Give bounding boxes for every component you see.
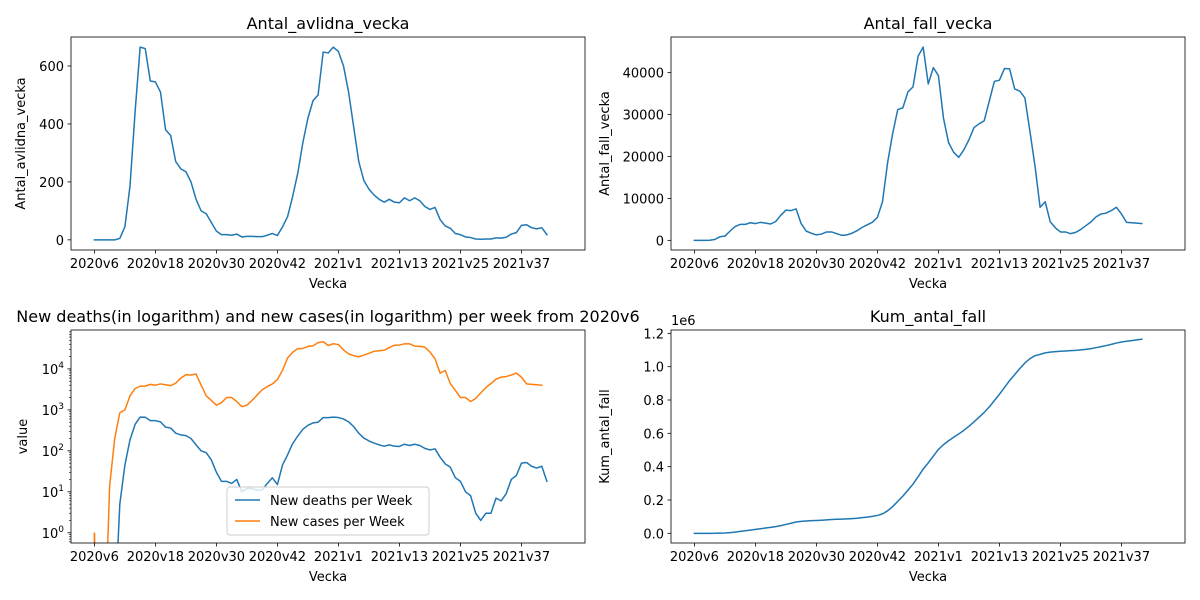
y-tick-label: 102 [42, 443, 64, 460]
y-offset-label: 1e6 [671, 314, 696, 329]
chart-new-deaths-and-cases-log: 2020v6 2020v18 2020v30 2020v42 2021v1 2021v13… [16, 307, 640, 585]
x-tick-label: 2020v30 [788, 550, 845, 565]
x-tick-label: 2021v37 [493, 257, 550, 272]
x-tick-label: 2021v25 [432, 257, 489, 272]
x-tick-label: 2020v42 [249, 257, 306, 272]
chart-title: Antal_avlidna_vecka [247, 14, 410, 34]
x-axis-label: Vecka [909, 277, 947, 292]
y-tick-label: 40000 [623, 67, 664, 82]
x-tick-label: 2020v6 [670, 550, 719, 565]
series-drop [117, 504, 121, 543]
y-tick-label: 10000 [623, 192, 664, 207]
x-tick-label: 2020v18 [727, 257, 784, 272]
chart-title: Kum_antal_fall [870, 307, 986, 327]
x-tick-label: 2020v42 [849, 257, 906, 272]
x-axis-label: Vecka [309, 570, 347, 585]
series-drop [107, 485, 111, 543]
series-segment [93, 46, 548, 241]
series-segment [118, 416, 548, 522]
x-tick-label: 2020v18 [127, 257, 184, 272]
series-line [93, 46, 548, 241]
y-tick-label: 104 [42, 361, 65, 378]
y-tick-label: 0.2 [643, 494, 664, 509]
axes-frame [670, 329, 1186, 544]
y-tick-label: 20000 [623, 150, 664, 165]
x-tick-label: 2021v13 [971, 550, 1028, 565]
y-tick-label: 600 [39, 60, 64, 75]
series-line [693, 338, 1143, 535]
y-tick-label: 100 [42, 525, 65, 542]
x-tick-label: 2020v30 [788, 257, 845, 272]
axes-frame [670, 36, 1186, 251]
y-tick-label: 103 [42, 402, 64, 419]
y-tick-label: 1.2 [643, 327, 664, 342]
x-axis-label: Vecka [309, 277, 347, 292]
y-tick-label: 0.0 [643, 527, 664, 542]
x-tick-label: 2021v1 [914, 257, 963, 272]
x-tick-label: 2021v25 [432, 550, 489, 565]
x-tick-label: 2020v42 [849, 550, 906, 565]
x-tick-label: 2020v42 [249, 550, 306, 565]
legend-label: New deaths per Week [270, 494, 413, 509]
plot-area [93, 340, 548, 543]
chart-antal-avlidna-vecka: 2020v6 2020v18 2020v30 2020v42 2021v1 2021v13… [14, 14, 586, 292]
y-tick-label: 400 [39, 118, 64, 133]
series-segment [108, 340, 543, 487]
chart-title: New deaths(in logarithm) and new cases(i… [16, 307, 639, 326]
series-drop [93, 532, 96, 543]
series-segment [693, 338, 1143, 535]
y-tick-label: 101 [42, 484, 64, 501]
axes-frame [70, 329, 586, 544]
x-tick-label: 2021v1 [314, 550, 363, 565]
y-tick-label: 1.0 [643, 361, 664, 376]
x-tick-label: 2020v18 [127, 550, 184, 565]
x-tick-label: 2020v6 [70, 257, 119, 272]
plot-area [93, 46, 548, 241]
plot-area [693, 338, 1143, 535]
y-tick-label: 0.8 [643, 394, 664, 409]
y-axis-label: Antal_avlidna_vecka [14, 77, 29, 209]
x-tick-label: 2021v13 [371, 257, 428, 272]
x-tick-label: 2020v6 [70, 550, 119, 565]
y-tick-label: 200 [39, 176, 64, 191]
series-line [93, 340, 543, 543]
x-tick-label: 2020v6 [670, 257, 719, 272]
x-tick-label: 2020v30 [188, 550, 245, 565]
x-tick-label: 2020v30 [188, 257, 245, 272]
series-line [117, 416, 548, 543]
y-axis-label: Kum_antal_fall [598, 389, 613, 483]
x-tick-label: 2021v37 [493, 550, 550, 565]
x-tick-label: 2021v1 [314, 257, 363, 272]
x-axis-label: Vecka [909, 570, 947, 585]
y-tick-label: 0.4 [643, 461, 664, 476]
plot-area [693, 46, 1143, 242]
x-tick-label: 2021v37 [1093, 550, 1150, 565]
y-tick-label: 30000 [623, 109, 664, 124]
series-line [693, 46, 1143, 242]
x-tick-label: 2021v25 [1032, 550, 1089, 565]
x-tick-label: 2021v13 [371, 550, 428, 565]
x-tick-label: 2021v37 [1093, 257, 1150, 272]
chart-antal-fall-vecka: 2020v6 2020v18 2020v30 2020v42 2021v1 2021v13… [598, 14, 1186, 292]
y-axis-label: value [16, 419, 31, 455]
x-tick-label: 2021v1 [914, 550, 963, 565]
axes-frame [70, 36, 586, 251]
x-tick-label: 2020v18 [727, 550, 784, 565]
y-tick-label: 0 [56, 234, 64, 249]
legend [226, 486, 430, 536]
chart-kum-antal-fall: 2020v6 2020v18 2020v30 2020v42 2021v1 2021v13… [598, 307, 1186, 585]
x-tick-label: 2021v25 [1032, 257, 1089, 272]
series-segment [693, 46, 1143, 242]
legend-label: New cases per Week [270, 515, 405, 530]
y-tick-label: 0.6 [643, 427, 664, 442]
x-tick-label: 2021v13 [971, 257, 1028, 272]
y-tick-label: 0 [656, 234, 664, 249]
y-axis-label: Antal_fall_vecka [598, 91, 613, 196]
chart-title: Antal_fall_vecka [864, 14, 993, 34]
